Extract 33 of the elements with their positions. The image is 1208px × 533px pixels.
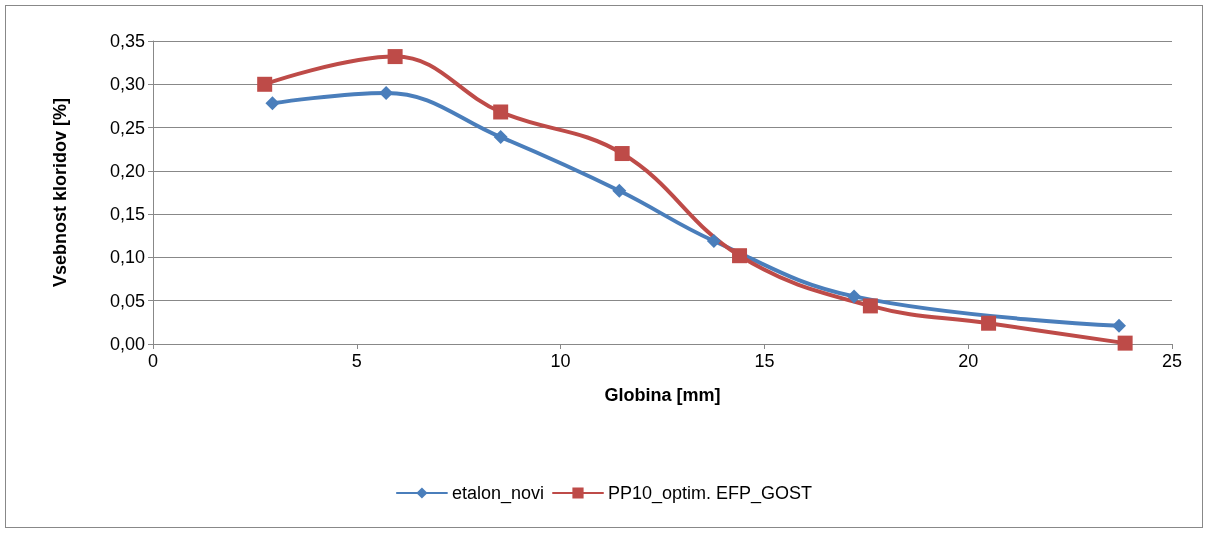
x-tick-label: 25 — [1161, 351, 1183, 371]
point — [862, 298, 878, 314]
y-tick-label: 0,20 — [109, 160, 145, 181]
x-tick-label: 0 — [147, 351, 159, 371]
y-tick-label: 0,15 — [109, 204, 145, 225]
y-tick-label: 0,00 — [109, 334, 145, 354]
point — [387, 49, 403, 65]
legend-label: PP10_optim. EFP_GOST — [608, 483, 813, 504]
x-axis-title: Globina [mm] — [604, 385, 721, 405]
point — [981, 315, 997, 331]
point — [493, 130, 508, 145]
y-axis-title: Vsebnost kloridov [%] — [50, 97, 70, 288]
legend-label: etalon_novi — [451, 483, 544, 504]
point — [612, 183, 627, 198]
y-tick-label: 0,30 — [109, 74, 145, 95]
y-tick-label: 0,25 — [109, 117, 145, 138]
point — [732, 248, 748, 264]
y-tick-label: 0,35 — [109, 31, 145, 51]
point — [493, 104, 509, 120]
point — [1112, 318, 1127, 333]
point — [265, 96, 280, 111]
point — [257, 76, 273, 92]
y-tick-label: 0,05 — [109, 290, 145, 311]
point — [379, 85, 394, 100]
x-tick-label: 20 — [958, 351, 979, 371]
x-tick-label: 15 — [754, 351, 775, 371]
y-tick-label: 0,10 — [109, 247, 145, 268]
x-tick-label: 5 — [351, 351, 362, 371]
point — [1117, 335, 1133, 351]
x-tick-label: 10 — [550, 351, 571, 371]
point — [614, 146, 630, 162]
point — [847, 289, 862, 304]
point — [706, 233, 721, 248]
